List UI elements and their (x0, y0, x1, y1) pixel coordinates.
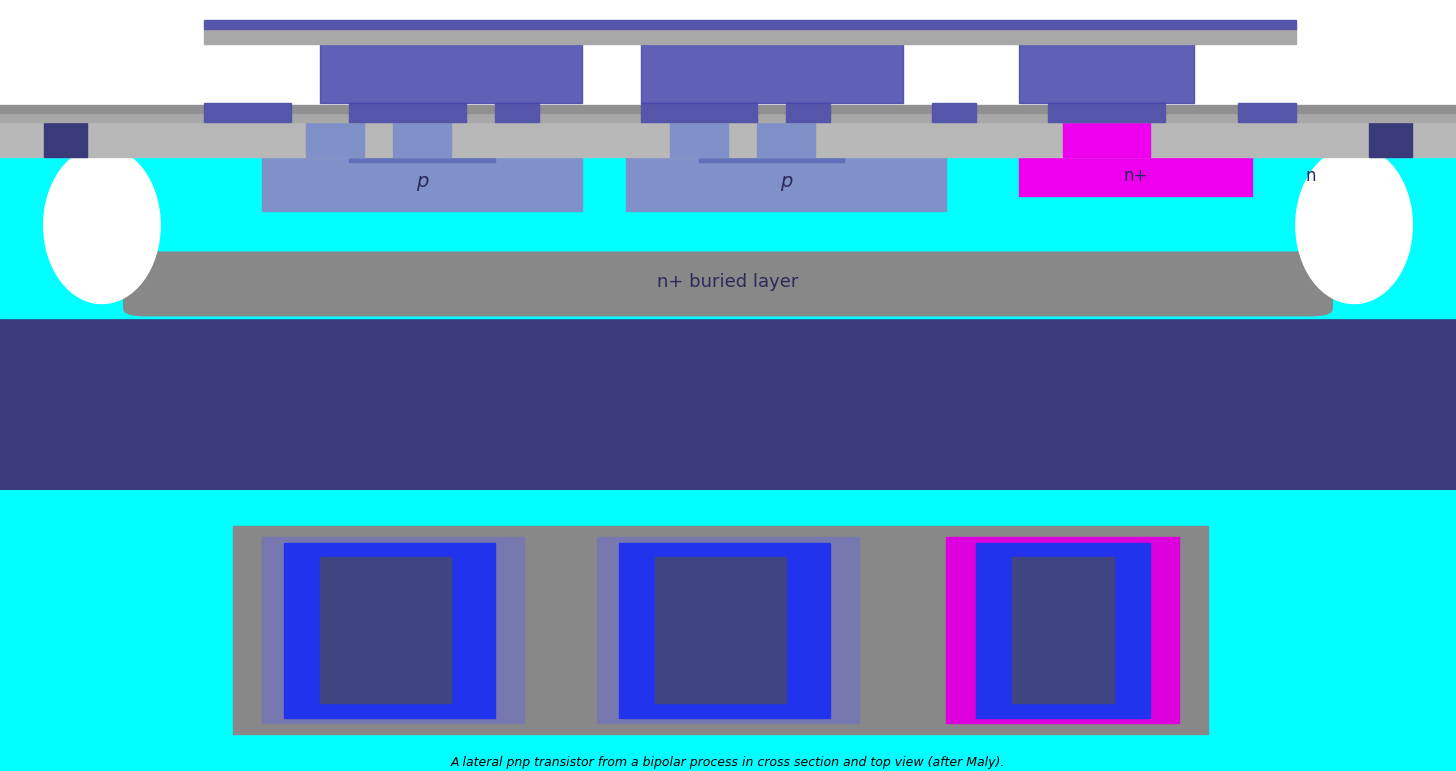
Bar (641, 44, 903, 103)
Bar (670, 123, 728, 157)
Bar (0, 106, 1456, 113)
Bar (306, 123, 364, 157)
Bar (1019, 157, 1252, 196)
Text: n: n (1305, 167, 1316, 185)
Bar (204, 103, 291, 123)
Bar (233, 526, 1208, 735)
Bar (1019, 44, 1194, 103)
Bar (0, 113, 1456, 123)
Text: A lateral pnp transistor from a bipolar process in cross section and top view (a: A lateral pnp transistor from a bipolar … (451, 756, 1005, 769)
Bar (1063, 142, 1208, 162)
Bar (1048, 103, 1165, 123)
Text: n+ buried layer: n+ buried layer (657, 272, 799, 291)
Bar (349, 103, 466, 123)
Bar (284, 543, 495, 718)
Bar (393, 123, 451, 157)
FancyBboxPatch shape (124, 252, 1332, 316)
Bar (1012, 557, 1114, 703)
Bar (757, 123, 815, 157)
Bar (976, 543, 1150, 718)
Text: p: p (780, 172, 792, 190)
Bar (619, 543, 830, 718)
Bar (204, 29, 1296, 44)
Bar (1238, 103, 1296, 123)
Bar (495, 103, 539, 123)
Bar (320, 44, 582, 103)
Bar (44, 123, 87, 157)
Bar (932, 103, 976, 123)
Bar (349, 142, 495, 162)
Bar (626, 157, 946, 210)
Text: p: p (416, 172, 428, 190)
Bar (1063, 123, 1150, 157)
Bar (946, 537, 1179, 723)
Bar (1369, 123, 1412, 157)
Bar (262, 537, 524, 723)
Bar (641, 103, 757, 123)
Bar (597, 537, 859, 723)
Bar (204, 19, 1296, 29)
Bar (0, 318, 1456, 490)
Text: n+: n+ (1124, 167, 1147, 185)
Bar (0, 123, 1456, 157)
Ellipse shape (1296, 146, 1412, 304)
Ellipse shape (44, 146, 160, 304)
Bar (0, 157, 1456, 318)
Bar (320, 557, 451, 703)
Bar (655, 557, 786, 703)
Bar (262, 157, 582, 210)
Bar (699, 142, 844, 162)
Bar (786, 103, 830, 123)
